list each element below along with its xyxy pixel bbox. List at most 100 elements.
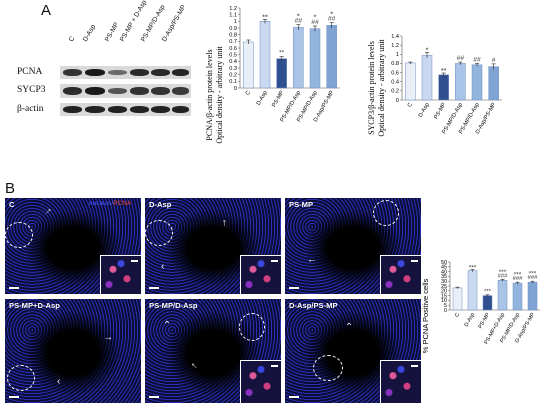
y-axis-label: PCNA/β-actin protein levels — [205, 49, 214, 140]
significance-label: ## — [457, 55, 465, 62]
inset-zoom — [240, 255, 281, 294]
bar — [497, 279, 508, 311]
y-tick-label: 1.4 — [391, 34, 399, 40]
significance-label: ** — [262, 12, 268, 21]
y-tick-label: 45 — [441, 265, 447, 271]
y-tick-label: 0.3 — [229, 66, 237, 72]
arrow-icon: → — [218, 218, 229, 228]
y-tick-label: 0.8 — [391, 61, 399, 67]
x-tick-label: D-Asp — [418, 102, 431, 118]
significance-label: ## — [311, 19, 319, 26]
panel-b-label: B — [5, 180, 16, 197]
significance-label: *** — [529, 271, 537, 278]
row-label-pcna: PCNA — [17, 67, 43, 77]
bar — [259, 21, 271, 89]
significance-label: *** — [514, 272, 522, 279]
chevron-icon: ‹ — [161, 261, 165, 272]
bar — [452, 287, 463, 311]
plot-area: 00.10.20.30.40.50.60.70.80.911.11.2C**D-… — [229, 6, 340, 123]
scale-bar — [9, 287, 19, 289]
y-tick-label: 1.2 — [229, 6, 237, 12]
y-tick-label: 40 — [441, 269, 447, 275]
bar — [309, 28, 321, 89]
scale-bar — [289, 287, 299, 289]
y-axis-label: % PCNA Positive cells — [421, 278, 430, 353]
y-tick-label: 0 — [444, 308, 447, 314]
inset-zoom — [240, 360, 281, 403]
arrow-icon: → — [103, 332, 113, 343]
bar — [512, 282, 523, 311]
inset-zoom — [100, 255, 141, 294]
row-label-actin: β-actin — [17, 104, 44, 114]
y-tick-label: 0.8 — [229, 32, 237, 38]
y-axis-label: Optical density - arbitrary unit — [377, 39, 386, 137]
bar — [276, 58, 287, 89]
y-tick-label: 0.6 — [229, 46, 237, 52]
y-axis-label: SYCP3/β-actin protein levels — [367, 41, 376, 135]
y-tick-label: 10 — [441, 298, 447, 304]
scale-bar — [9, 396, 19, 398]
bar — [438, 74, 449, 101]
region-circle — [373, 200, 399, 226]
significance-label: ## — [295, 18, 303, 25]
fluorescence-grid: C nucleus/PCNA → D-Asp → ‹ PS-MP → PS-MP… — [5, 198, 421, 404]
y-tick-label: 25 — [441, 284, 447, 290]
tile-label: D-Asp/PS-MP — [289, 301, 338, 310]
significance-label: ** — [441, 66, 447, 75]
bar — [243, 41, 254, 89]
arrow-icon: → — [186, 358, 202, 374]
significance-label: ## — [328, 16, 336, 23]
significance-label: ### — [498, 273, 509, 279]
pcna-positive-chart: % PCNA Positive cells 051015202530354045… — [421, 260, 540, 353]
fluoro-tile-ps-mp-d-asp: PS-MP/D-Asp → ‹ — [145, 299, 281, 403]
region-circle — [239, 313, 265, 341]
fluoro-tile-d-asp: D-Asp → ‹ — [145, 198, 281, 294]
blot-strip-sycp3 — [60, 84, 191, 98]
x-tick-label: PS-MP — [477, 312, 491, 330]
scale-bar — [289, 396, 299, 398]
y-tick-label: 5 — [444, 303, 447, 309]
row-label-sycp3: SYCP3 — [17, 85, 46, 95]
tile-label: PS-MP — [289, 200, 314, 209]
tile-label: PS-MP/D-Asp — [149, 301, 198, 310]
y-tick-label: 0.2 — [229, 72, 237, 78]
significance-label: *** — [484, 289, 492, 295]
bar — [527, 281, 538, 311]
stain-legend: nucleus/PCNA — [89, 200, 131, 207]
x-tick-label: D-Asp — [464, 312, 477, 328]
y-tick-label: 0.6 — [391, 70, 399, 76]
x-tick-label: PS-MP — [271, 90, 285, 109]
y-tick-label: 0.9 — [229, 26, 237, 32]
x-tick-label: C — [454, 312, 461, 318]
y-tick-label: 35 — [441, 274, 447, 280]
x-tick-label: C — [245, 90, 252, 97]
lane-label: PS-MP — [103, 21, 121, 43]
significance-label: # — [492, 57, 496, 64]
pcna-blot-chart: PCNA/β-actin protein levels Optical dens… — [205, 6, 340, 144]
significance-label: ## — [473, 56, 481, 63]
bar — [482, 295, 493, 311]
y-tick-label: 1 — [396, 52, 399, 58]
x-tick-label: PS-MP — [433, 102, 447, 121]
tile-label: D-Asp — [149, 200, 172, 209]
scale-bar — [149, 396, 159, 398]
region-circle — [145, 220, 173, 246]
significance-label: *** — [469, 264, 477, 271]
bar — [326, 25, 337, 89]
significance-label: ### — [528, 275, 539, 281]
significance-label: * — [330, 9, 333, 18]
y-tick-label: 0 — [396, 98, 399, 104]
legend-pcna: PCNA — [113, 200, 132, 207]
y-tick-label: 0.4 — [229, 59, 237, 65]
y-tick-label: 15 — [441, 293, 447, 299]
tile-label: PS-MP+D-Asp — [9, 301, 60, 310]
plot-area: 00.20.40.60.811.21.4C*D-Asp**PS-MP##PS-M… — [391, 34, 502, 135]
bar — [293, 27, 304, 89]
bar — [455, 63, 466, 101]
inset-zoom — [380, 360, 421, 403]
significance-label: ### — [513, 276, 524, 282]
x-tick-label: C — [407, 102, 414, 109]
region-circle — [5, 222, 33, 248]
y-tick-label: 20 — [441, 289, 447, 295]
